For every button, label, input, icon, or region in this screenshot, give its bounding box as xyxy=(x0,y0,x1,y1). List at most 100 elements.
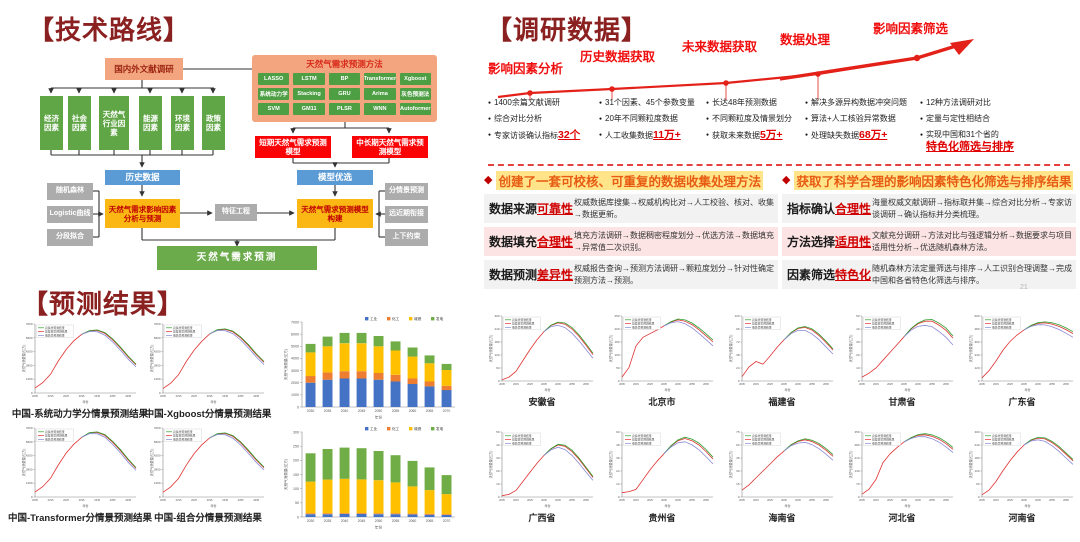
svg-text:2800: 2800 xyxy=(154,467,161,471)
method-chip: 灰色预测法 xyxy=(399,88,431,100)
bullet-icon: ● xyxy=(488,99,492,106)
svg-text:2045: 2045 xyxy=(222,394,228,398)
svg-text:0: 0 xyxy=(978,379,980,383)
svg-text:2065: 2065 xyxy=(253,498,259,502)
province-caption: 广西省 xyxy=(528,513,556,523)
svg-text:1400: 1400 xyxy=(26,377,33,381)
svg-text:2045: 2045 xyxy=(915,382,921,386)
svg-text:2025: 2025 xyxy=(767,498,773,502)
svg-text:2040: 2040 xyxy=(341,519,349,523)
svg-text:6000: 6000 xyxy=(291,332,299,336)
svg-text:0: 0 xyxy=(159,495,161,499)
svg-text:2065: 2065 xyxy=(703,498,709,502)
svg-text:2015: 2015 xyxy=(513,382,519,386)
forecast-result-title: 【预测结果】 xyxy=(22,289,185,319)
svg-text:年份: 年份 xyxy=(904,503,910,508)
factor-box: 环境因素 xyxy=(171,96,194,150)
svg-text:5600: 5600 xyxy=(26,336,33,340)
svg-text:2015: 2015 xyxy=(176,498,182,502)
svg-text:高情景预测结果: 高情景预测结果 xyxy=(872,434,892,438)
bullet-icon: ● xyxy=(920,131,924,138)
svg-text:2060: 2060 xyxy=(409,409,417,413)
svg-text:天然气消费量(亿方): 天然气消费量(亿方) xyxy=(21,449,26,477)
bullet-item: ● 20年不同颗粒度数据 xyxy=(599,114,701,124)
factor-box: 天然气行业因素 xyxy=(99,96,129,150)
methods-grid: LASSO LSTM BP Transformer Xgboost 系统动力学 Stacki… xyxy=(258,73,431,115)
svg-text:年份: 年份 xyxy=(784,387,790,392)
svg-text:0: 0 xyxy=(858,495,860,499)
province-chart-guangxi: 0 10 20 30 40 50 2005 2015 2025 2035 2045 2055 2065 天… xyxy=(488,428,596,508)
bullet-text: 定量与定性相结合 xyxy=(926,114,991,123)
province-caption: 海南省 xyxy=(768,513,796,523)
svg-text:基准情景预测结果: 基准情景预测结果 xyxy=(872,322,895,326)
china-xgboost-chart: 0 1400 2800 4200 5600 7000 2005 2015 2025 2035 204… xyxy=(149,320,267,404)
svg-text:年份: 年份 xyxy=(375,525,383,530)
bullet-item: ● 处理缺失数据68万+ xyxy=(805,130,915,141)
bullet-text: 长达48年预测数据 xyxy=(712,98,777,107)
right-panel: 【调研数据】 影响因素分析 历史数据获取 未来数据获取 数据处理 影响因素筛选 ● 140… xyxy=(480,0,1080,542)
svg-text:2065: 2065 xyxy=(426,519,434,523)
svg-text:2025: 2025 xyxy=(63,498,69,502)
province-chart-henan: 0 60 120 180 240 300 2005 2015 2025 2035 2045 2055 2… xyxy=(968,428,1076,508)
bullet-icon: ● xyxy=(706,99,710,106)
dashed-divider xyxy=(488,164,1070,166)
svg-text:2065: 2065 xyxy=(823,498,829,502)
svg-text:96: 96 xyxy=(736,327,740,331)
bullet-icon: ● xyxy=(805,115,809,122)
factor-box: 能源因素 xyxy=(139,96,162,150)
svg-text:2035: 2035 xyxy=(661,382,667,386)
svg-text:天然气消费量(亿方): 天然气消费量(亿方) xyxy=(728,335,733,363)
svg-text:72: 72 xyxy=(736,340,740,344)
svg-text:低情景预测结果: 低情景预测结果 xyxy=(752,325,772,329)
svg-text:2045: 2045 xyxy=(1035,382,1041,386)
province-chart-gansu: 0 10 20 30 40 50 2005 2015 2025 2035 2045 2055 2065 天… xyxy=(848,312,956,392)
stage-label: 历史数据获取 xyxy=(580,50,656,64)
svg-text:基准情景预测结果: 基准情景预测结果 xyxy=(45,330,68,334)
svg-text:2015: 2015 xyxy=(633,498,639,502)
svg-text:高情景预测结果: 高情景预测结果 xyxy=(872,318,892,322)
svg-text:2005: 2005 xyxy=(619,382,625,386)
svg-text:2005: 2005 xyxy=(859,382,865,386)
svg-text:100: 100 xyxy=(293,487,299,491)
flow-connectors xyxy=(48,68,392,247)
bullet-icon: ● xyxy=(920,115,924,122)
bullet-text: 算法+人工核验异常数据 xyxy=(811,114,896,123)
svg-text:2070: 2070 xyxy=(443,409,451,413)
svg-text:高情景预测结果: 高情景预测结果 xyxy=(512,434,532,438)
method-chip: BP xyxy=(328,73,361,85)
svg-text:350: 350 xyxy=(854,430,859,434)
svg-text:250: 250 xyxy=(293,444,299,448)
svg-text:基准情景预测结果: 基准情景预测结果 xyxy=(632,322,655,326)
svg-text:60: 60 xyxy=(616,430,620,434)
svg-text:高情景预测结果: 高情景预测结果 xyxy=(45,326,65,330)
factor-screening-section: ◆ 获取了科学合理的影响因素特色化筛选与排序结果 指标确认合理性 海量权威文献调研… xyxy=(782,171,1076,289)
svg-text:60: 60 xyxy=(496,366,500,370)
page-number: 21 xyxy=(1020,284,1028,291)
section-row: 数据填充合理性 填充方法调研→数据稠密程度划分→优选方法→数据填充→异常值二次识别… xyxy=(484,227,778,256)
bullet-icon: ● xyxy=(805,131,809,138)
row-key-highlight: 适用性 xyxy=(835,234,872,249)
svg-text:2025: 2025 xyxy=(191,394,197,398)
svg-text:年份: 年份 xyxy=(544,503,550,508)
svg-text:7000: 7000 xyxy=(154,426,161,430)
svg-text:高情景预测结果: 高情景预测结果 xyxy=(632,434,652,438)
svg-text:2015: 2015 xyxy=(993,498,999,502)
bullet-highlight: 5万+ xyxy=(760,129,783,141)
china-system-dynamics-chart: 0 1400 2800 4200 5600 7000 2005 2015 2025 2035 204… xyxy=(21,320,139,404)
svg-text:140: 140 xyxy=(854,469,859,473)
province-caption: 甘肃省 xyxy=(888,397,916,407)
svg-text:低情景预测结果: 低情景预测结果 xyxy=(992,441,1012,445)
row-description: 海量权威文献调研→指标取并集→综合对比分析→专家访谈调研→确认指标并分类梳理。 xyxy=(872,197,1072,219)
row-label: 方法选择适用性 xyxy=(786,234,872,249)
row-key-highlight: 差异性 xyxy=(537,267,574,282)
svg-text:300: 300 xyxy=(293,430,299,434)
svg-text:2045: 2045 xyxy=(358,409,366,413)
svg-text:2035: 2035 xyxy=(324,519,332,523)
svg-text:2040: 2040 xyxy=(341,409,349,413)
province-caption: 安徽省 xyxy=(528,397,556,407)
svg-text:2025: 2025 xyxy=(63,394,69,398)
svg-text:0: 0 xyxy=(738,495,740,499)
svg-text:2005: 2005 xyxy=(739,382,745,386)
svg-text:2065: 2065 xyxy=(583,498,589,502)
bullet-text: 人工收集数据11万+ xyxy=(605,129,681,141)
